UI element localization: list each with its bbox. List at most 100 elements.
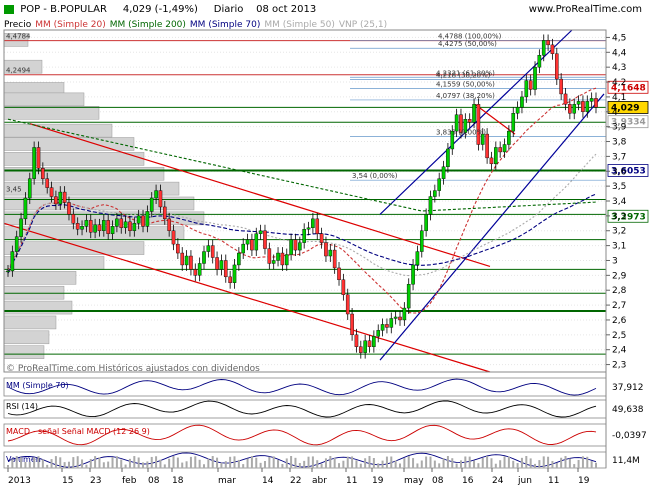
fib-label: 4,4788 (100,00%) — [438, 33, 502, 41]
ma20-line — [7, 87, 597, 314]
legend-item[interactable]: MM (Simple 20) — [35, 20, 106, 30]
candle-body — [219, 260, 224, 270]
volume-bar — [311, 456, 314, 468]
volume-bar — [224, 461, 227, 468]
candle-body — [280, 252, 285, 266]
volume-bar — [512, 460, 515, 468]
volume-bar — [124, 464, 127, 468]
candle-body — [581, 101, 585, 112]
candle-body — [284, 254, 289, 266]
chart-header: POP - B.POPULAR 4,029 (-1,49%) Diario 08… — [4, 4, 316, 15]
date-label: 08 oct 2013 — [256, 4, 317, 15]
volume-profile-bar — [3, 241, 145, 255]
legend-item[interactable]: MM (Simple 200) — [109, 20, 186, 30]
legend-item[interactable]: VNP (25,1) — [338, 20, 388, 30]
volume-bar — [24, 461, 27, 468]
volume-bar — [494, 463, 497, 468]
candle-body — [372, 336, 376, 347]
candle-body — [298, 242, 302, 251]
app-logo — [4, 4, 14, 14]
indicator-panel — [3, 399, 607, 419]
candle-body — [306, 227, 311, 230]
period-label: Diario — [213, 4, 244, 15]
candle-body — [136, 215, 141, 224]
candle-body — [550, 44, 555, 54]
x-tick-label: 11 — [548, 476, 559, 486]
candle-body — [154, 190, 158, 199]
candle-body — [489, 157, 494, 165]
legend: Precio MM (Simple 20) MM (Simple 200) MM (S… — [4, 20, 391, 30]
volume-bar — [320, 463, 323, 468]
volume-bar — [89, 458, 92, 468]
price-tag: 3,2973 — [611, 212, 646, 222]
candle-body — [71, 214, 76, 224]
site-label[interactable]: www.ProRealTime.com — [528, 4, 642, 15]
volume-bar — [233, 456, 236, 468]
y-tick-label: 4,5 — [612, 33, 626, 43]
candle-body — [454, 114, 459, 132]
candle-body — [241, 243, 246, 254]
candle-body — [110, 226, 115, 234]
candle-body — [511, 113, 516, 132]
x-tick-label: 18 — [172, 476, 184, 486]
indicator-value: 37,912 — [612, 383, 644, 393]
candle-body — [276, 252, 280, 261]
volume-bar — [381, 460, 384, 468]
candle-body — [197, 263, 202, 276]
volume-bar — [342, 460, 345, 468]
candle-body — [328, 249, 333, 257]
candle-body — [354, 334, 359, 347]
candle-body — [541, 40, 546, 56]
volume-bar — [577, 459, 580, 468]
indicator-line — [7, 400, 597, 418]
candle-body — [171, 230, 176, 245]
candle-body — [67, 202, 71, 215]
volume-bar — [94, 456, 97, 468]
candle-body — [428, 196, 433, 215]
price-tag: 4,029 — [611, 103, 639, 113]
y-tick-label: 4,2 — [612, 78, 626, 88]
candle-body — [498, 147, 502, 153]
candle-body — [332, 249, 337, 269]
volume-bar — [568, 458, 571, 468]
volume-profile-bar — [3, 271, 77, 285]
y-tick-label: 2,5 — [612, 331, 626, 341]
candle-body — [337, 267, 341, 281]
y-tick-label: 3,8 — [612, 138, 627, 148]
candle-body — [559, 78, 563, 95]
volume-bar — [307, 456, 310, 468]
volume-bar — [473, 460, 476, 468]
candle-body — [176, 243, 180, 254]
legend-item[interactable]: MM (Simple 50) — [264, 20, 335, 30]
volume-bar — [63, 462, 66, 468]
fib-label: 3,833 (0,00%) — [436, 129, 486, 137]
volume-bar — [298, 463, 301, 468]
candle-body — [446, 148, 450, 168]
candle-body — [215, 257, 219, 270]
volume-bar — [7, 465, 9, 468]
volume-bar — [459, 460, 462, 468]
candle-body — [210, 245, 215, 258]
candle-body — [502, 144, 507, 153]
candle-body — [476, 104, 481, 145]
volume-bar — [399, 463, 401, 468]
volume-bar — [507, 456, 510, 468]
volume-bar — [107, 461, 110, 468]
fib-label: 3,54 (0,00%) — [352, 172, 398, 180]
volume-bar — [41, 459, 44, 468]
candle-body — [132, 223, 137, 231]
volume-bar — [455, 463, 458, 468]
legend-item[interactable]: Precio — [4, 20, 32, 30]
volume-profile-bar — [3, 300, 73, 315]
y-tick-label: 2,9 — [612, 271, 627, 281]
legend-item[interactable]: MM (Simple 70) — [189, 20, 261, 30]
candle-body — [341, 279, 346, 295]
x-tick-label: 24 — [492, 476, 504, 486]
candle-body — [433, 190, 437, 197]
x-tick-label: 11 — [346, 476, 357, 486]
volume-bar — [551, 460, 554, 468]
candle-body — [32, 147, 36, 179]
y-tick-label: 2,6 — [612, 316, 627, 326]
